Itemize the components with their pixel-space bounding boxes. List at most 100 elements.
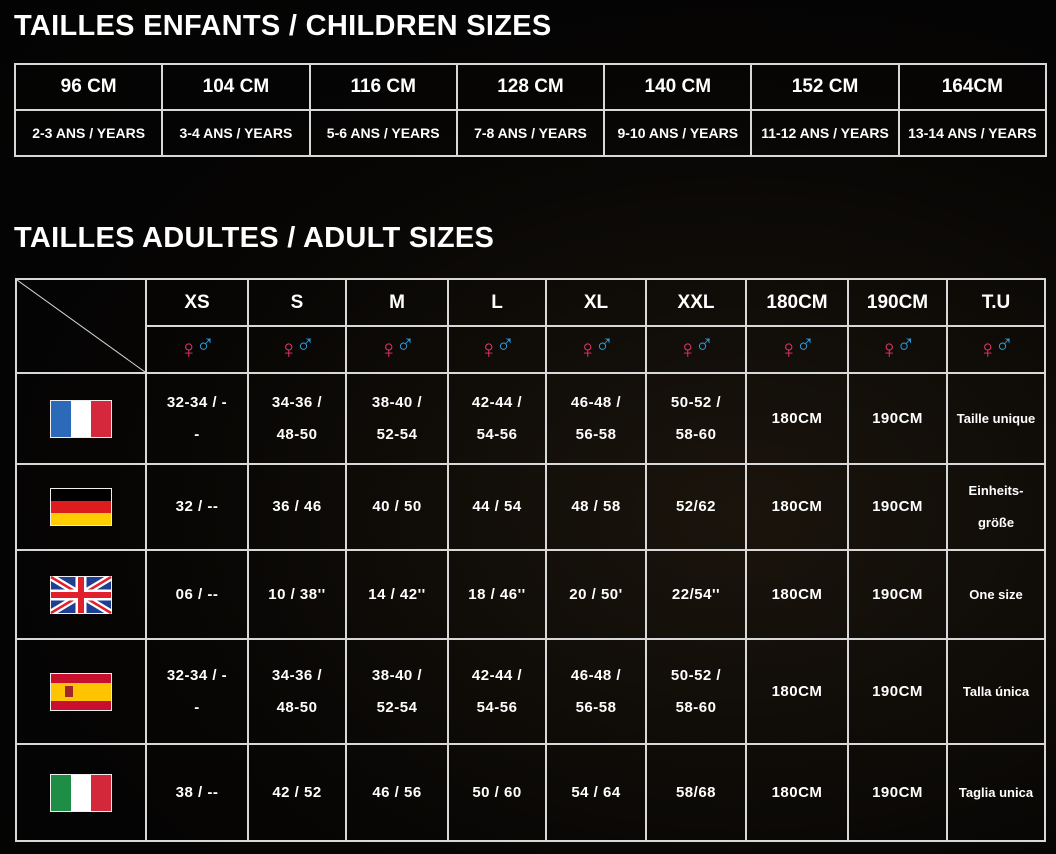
flag-germany-icon — [50, 488, 112, 526]
child-age-cell: 9-10 ANS / YEARS — [603, 109, 753, 157]
female-symbol-icon: ♀ — [678, 334, 698, 364]
size-value-cell: 46-48 / 56-58 — [545, 372, 647, 465]
country-row-france: 32-34 / -- 34-36 / 48-50 38-40 / 52-54 42-4… — [15, 372, 1046, 465]
child-size-cell: 116 CM — [308, 63, 458, 111]
flag-uk-icon — [49, 573, 113, 616]
gender-cell: ♀♂ — [145, 325, 249, 374]
flag-cell — [15, 743, 147, 842]
size-value-cell: 58/68 — [645, 743, 747, 842]
size-value-cell: 32 / -- — [145, 463, 249, 551]
size-value-cell: 180CM — [745, 743, 849, 842]
size-header-s: S — [247, 278, 347, 327]
child-age-cell: 7-8 ANS / YEARS — [455, 109, 606, 157]
size-value-cell: Taglia unica — [946, 743, 1046, 842]
flag-cell — [15, 372, 147, 465]
size-value-cell: 190CM — [847, 638, 948, 745]
child-age-cell: 11-12 ANS / YEARS — [750, 109, 900, 157]
size-value-cell: 06 / -- — [145, 549, 249, 640]
size-header-l: L — [447, 278, 547, 327]
size-value-cell: 10 / 38'' — [247, 549, 347, 640]
size-value-cell: 32-34 / -- — [145, 638, 249, 745]
children-size-table: 96 CM 104 CM 116 CM 128 CM 140 CM 152 CM 164CM… — [13, 63, 1048, 157]
child-age-cell: 3-4 ANS / YEARS — [161, 109, 311, 157]
adult-size-table: XS S M L XL XXL 180CM 190CM T.U ♀♂ ♀♂ ♀♂ ♀♂ ♀♂ ♀♂ ♀♂ ♀♂… — [15, 278, 1046, 842]
size-value-cell: 190CM — [847, 463, 948, 551]
size-header-xxl: XXL — [645, 278, 747, 327]
size-value-cell: 180CM — [745, 463, 849, 551]
adult-header-row: XS S M L XL XXL 180CM 190CM T.U — [15, 278, 1046, 374]
size-value-cell: 32-34 / -- — [145, 372, 249, 465]
female-symbol-icon: ♀ — [879, 334, 900, 364]
gender-row: ♀♂ ♀♂ ♀♂ ♀♂ ♀♂ ♀♂ ♀♂ ♀♂ ♀♂ — [16, 325, 1046, 374]
size-value-cell: 46 / 56 — [345, 743, 449, 842]
size-header-xs: XS — [145, 278, 249, 327]
female-symbol-icon: ♀ — [978, 334, 998, 364]
child-age-cell: 2-3 ANS / YEARS — [13, 109, 164, 157]
size-value-cell: 42 / 52 — [247, 743, 347, 842]
size-value-cell: Taille unique — [946, 372, 1046, 465]
size-header-tu: T.U — [946, 278, 1046, 327]
male-symbol-icon: ♂ — [395, 328, 416, 358]
size-value-cell: 34-36 / 48-50 — [247, 372, 347, 465]
size-value-cell: 180CM — [745, 372, 849, 465]
size-value-cell: One size — [946, 549, 1046, 640]
gender-cell: ♀♂ — [645, 325, 747, 374]
child-size-cell: 152 CM — [750, 63, 900, 111]
male-symbol-icon: ♂ — [795, 328, 816, 358]
flag-italy-icon — [50, 773, 112, 812]
size-value-cell: 180CM — [745, 638, 849, 745]
country-row-spain: 32-34 / -- 34-36 / 48-50 38-40 / 52-54 42-4… — [15, 638, 1046, 745]
female-symbol-icon: ♀ — [179, 334, 199, 364]
size-value-cell: 190CM — [847, 743, 948, 842]
size-value-cell: 42-44 / 54-56 — [447, 372, 547, 465]
size-value-cell: 180CM — [745, 549, 849, 640]
male-symbol-icon: ♂ — [896, 328, 916, 358]
child-size-cell: 96 CM — [13, 63, 164, 111]
flag-cell — [15, 463, 147, 551]
male-symbol-icon: ♂ — [594, 328, 615, 358]
size-value-cell: 190CM — [847, 549, 948, 640]
size-value-cell: 52/62 — [645, 463, 747, 551]
gender-cell: ♀♂ — [946, 325, 1046, 374]
size-value-cell: 50-52 / 58-60 — [645, 638, 747, 745]
flag-france-icon — [50, 399, 112, 438]
size-value-cell: Einheits- größe — [946, 463, 1046, 551]
size-value-cell: 40 / 50 — [345, 463, 449, 551]
children-size-row: 96 CM 104 CM 116 CM 128 CM 140 CM 152 CM 164CM — [13, 63, 1048, 111]
size-value-cell: 54 / 64 — [545, 743, 647, 842]
male-symbol-icon: ♂ — [694, 328, 715, 358]
country-row-italy: 38 / -- 42 / 52 46 / 56 50 / 60 54 / 64 58/68… — [15, 743, 1046, 842]
male-symbol-icon: ♂ — [195, 328, 216, 358]
size-value-cell: 22/54'' — [645, 549, 747, 640]
child-age-cell: 13-14 ANS / YEARS — [897, 109, 1048, 157]
child-size-cell: 128 CM — [455, 63, 606, 111]
gender-cell: ♀♂ — [447, 325, 547, 374]
size-header-xl: XL — [545, 278, 647, 327]
size-header-m: M — [345, 278, 449, 327]
size-value-cell: 50-52 / 58-60 — [645, 372, 747, 465]
male-symbol-icon: ♂ — [495, 328, 516, 358]
country-row-germany: 32 / -- 36 / 46 40 / 50 44 / 54 48 / 58 52/62… — [15, 463, 1046, 551]
gender-cell: ♀♂ — [345, 325, 449, 374]
size-header-180cm: 180CM — [745, 278, 849, 327]
child-size-cell: 140 CM — [603, 63, 753, 111]
size-value-cell: 20 / 50' — [545, 549, 647, 640]
size-value-cell: 44 / 54 — [447, 463, 547, 551]
size-value-cell: 34-36 / 48-50 — [247, 638, 347, 745]
children-age-row: 2-3 ANS / YEARS 3-4 ANS / YEARS 5-6 ANS / … — [13, 109, 1048, 157]
size-value-cell: 38-40 / 52-54 — [345, 372, 449, 465]
child-size-cell: 104 CM — [161, 63, 311, 111]
size-value-cell: 18 / 46'' — [447, 549, 547, 640]
female-symbol-icon: ♀ — [479, 334, 499, 364]
children-sizes-title: TAILLES ENFANTS / CHILDREN SIZES — [14, 10, 552, 42]
size-value-cell: 38 / -- — [145, 743, 249, 842]
child-size-cell: 164CM — [897, 63, 1048, 111]
gender-cell: ♀♂ — [247, 325, 347, 374]
gender-cell: ♀♂ — [745, 325, 849, 374]
size-header-190cm: 190CM — [847, 278, 948, 327]
size-value-cell: 46-48 / 56-58 — [545, 638, 647, 745]
corner-cell — [15, 278, 147, 374]
size-value-cell: 14 / 42'' — [345, 549, 449, 640]
country-row-uk: 06 / -- 10 / 38'' 14 / 42'' 18 / 46'' 20 / 5… — [15, 549, 1046, 640]
size-value-cell: 36 / 46 — [247, 463, 347, 551]
